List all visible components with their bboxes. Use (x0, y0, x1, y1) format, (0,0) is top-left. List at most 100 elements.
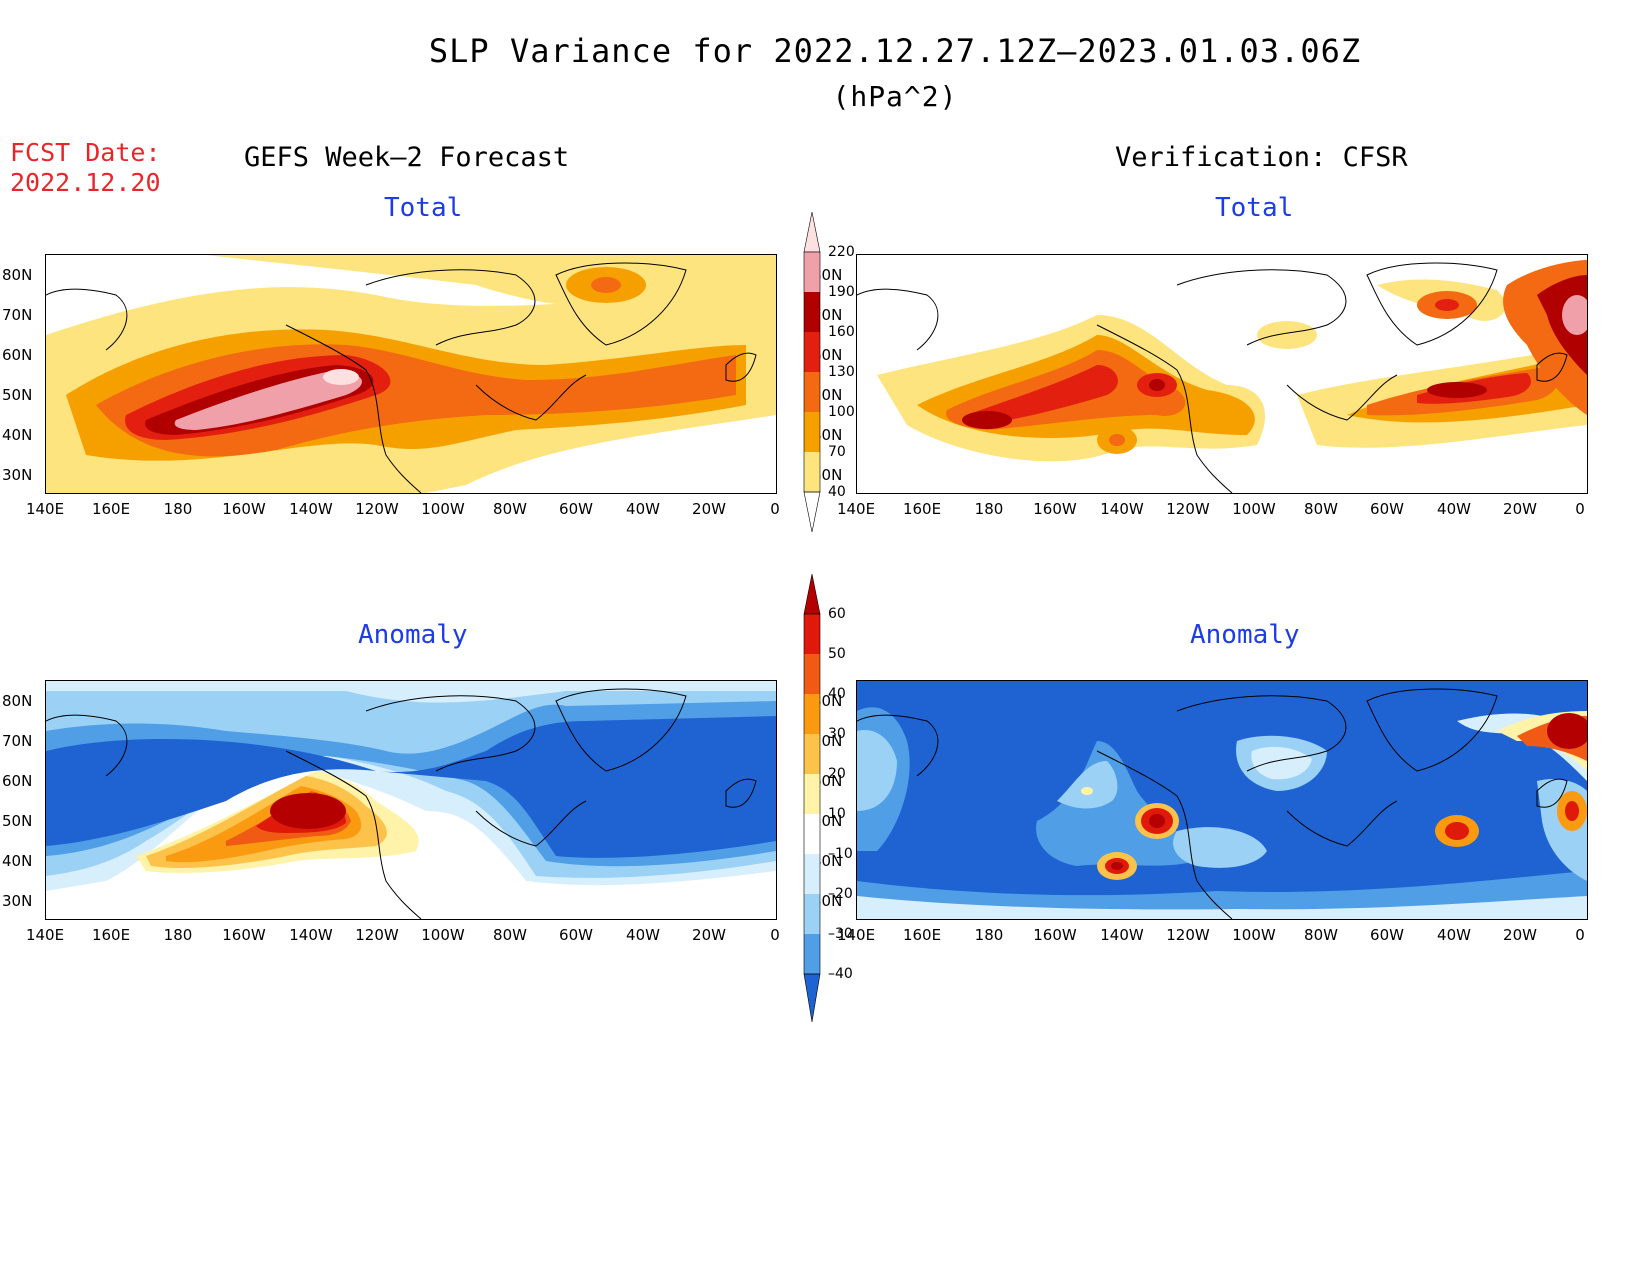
lon-label: 100W (421, 926, 465, 944)
colorbar-swatch (804, 694, 820, 734)
lon-label: 180 (974, 500, 1004, 518)
lon-label: 140E (836, 500, 876, 518)
lat-label: 50N (2, 812, 33, 830)
lat-label: 80N (2, 266, 33, 284)
total-colorbar (802, 211, 822, 533)
lon-label: 100W (421, 500, 465, 518)
colorbar-label: –30 (828, 926, 853, 942)
lon-label: 120W (1166, 500, 1210, 518)
colorbar-label: –40 (828, 966, 853, 982)
gefs-anomaly-title: Anomaly (358, 620, 468, 650)
lon-label: 0 (770, 926, 780, 944)
lon-label: 140W (289, 500, 333, 518)
colorbar-swatch (804, 654, 820, 694)
colorbar-swatch (804, 774, 820, 814)
colorbar-label: 160 (828, 324, 855, 340)
lon-label: 40W (626, 926, 660, 944)
colorbar-label: 60 (828, 606, 846, 622)
colorbar-swatch (804, 854, 820, 894)
lon-label: 80W (493, 500, 527, 518)
colorbar-swatch (804, 614, 820, 654)
colorbar-label: –10 (828, 846, 853, 862)
lon-label: 180 (163, 926, 193, 944)
lat-label: 70N (2, 306, 33, 324)
gefs-total-map (45, 254, 777, 494)
colorbar-label: 220 (828, 244, 855, 260)
lon-label: 0 (770, 500, 780, 518)
lon-label: 140E (836, 926, 876, 944)
fcst-date-block: FCST Date: 2022.12.20 (10, 138, 161, 198)
cfsr-anomaly-title: Anomaly (1190, 620, 1300, 650)
lon-label: 100W (1232, 926, 1276, 944)
lon-label: 40W (1437, 926, 1471, 944)
colorbar-label: 40 (828, 484, 846, 500)
lon-label: 140E (25, 926, 65, 944)
lon-label: 80W (1304, 500, 1338, 518)
lat-label: 30N (2, 892, 33, 910)
colorbar-swatch (804, 292, 820, 332)
lat-label: 60N (2, 346, 33, 364)
colorbar-swatch (804, 412, 820, 452)
lon-label: 100W (1232, 500, 1276, 518)
gefs-total-title: Total (384, 193, 463, 223)
lat-label: 70N (2, 732, 33, 750)
colorbar-swatch (804, 332, 820, 372)
lon-label: 140W (1100, 500, 1144, 518)
cfsr-total-title: Total (1215, 193, 1294, 223)
lon-label: 140E (25, 500, 65, 518)
lon-label: 160E (902, 500, 942, 518)
lon-label: 60W (559, 500, 593, 518)
colorbar-label: 40 (828, 686, 846, 702)
fcst-date-label: FCST Date: (10, 138, 161, 167)
colorbar-label: 50 (828, 646, 846, 662)
lon-label: 20W (692, 500, 726, 518)
lon-label: 120W (1166, 926, 1210, 944)
lon-label: 0 (1575, 926, 1585, 944)
lon-label: 80W (1304, 926, 1338, 944)
lon-label: 160W (1033, 926, 1077, 944)
colorbar-swatch (804, 894, 820, 934)
colorbar-label: –20 (828, 886, 853, 902)
colorbar-label: 30 (828, 726, 846, 742)
cfsr-total-map (856, 254, 1588, 494)
lat-label: 50N (2, 386, 33, 404)
colorbar-label: 130 (828, 364, 855, 380)
lon-label: 160E (91, 500, 131, 518)
lon-label: 20W (692, 926, 726, 944)
lon-label: 180 (974, 926, 1004, 944)
units-subtitle: (hPa^2) (832, 80, 958, 113)
lon-label: 80W (493, 926, 527, 944)
lon-label: 160W (1033, 500, 1077, 518)
lon-label: 120W (355, 926, 399, 944)
lon-label: 20W (1503, 926, 1537, 944)
gefs-column-title: GEFS Week–2 Forecast (244, 142, 570, 173)
colorbar-swatch (804, 814, 820, 854)
lon-label: 140W (1100, 926, 1144, 944)
colorbar-swatch (804, 734, 820, 774)
lon-label: 160E (91, 926, 131, 944)
colorbar-swatch (804, 934, 820, 974)
lon-label: 160E (902, 926, 942, 944)
lon-label: 60W (1370, 926, 1404, 944)
lat-label: 60N (2, 772, 33, 790)
lon-label: 40W (626, 500, 660, 518)
lon-label: 60W (1370, 500, 1404, 518)
lon-label: 160W (222, 500, 266, 518)
main-title: SLP Variance for 2022.12.27.12Z–2023.01.… (428, 32, 1362, 70)
lat-label: 40N (2, 852, 33, 870)
fcst-date-value: 2022.12.20 (10, 168, 161, 197)
colorbar-label: 100 (828, 404, 855, 420)
lon-label: 180 (163, 500, 193, 518)
lat-label: 80N (2, 692, 33, 710)
colorbar-swatch (804, 252, 820, 292)
colorbar-label: 20 (828, 766, 846, 782)
anomaly-colorbar (802, 573, 822, 1023)
colorbar-label: 190 (828, 284, 855, 300)
lon-label: 60W (559, 926, 593, 944)
cfsr-anomaly-map (856, 680, 1588, 920)
colorbar-swatch (804, 372, 820, 412)
lat-label: 30N (2, 466, 33, 484)
lon-label: 160W (222, 926, 266, 944)
lon-label: 0 (1575, 500, 1585, 518)
lon-label: 40W (1437, 500, 1471, 518)
